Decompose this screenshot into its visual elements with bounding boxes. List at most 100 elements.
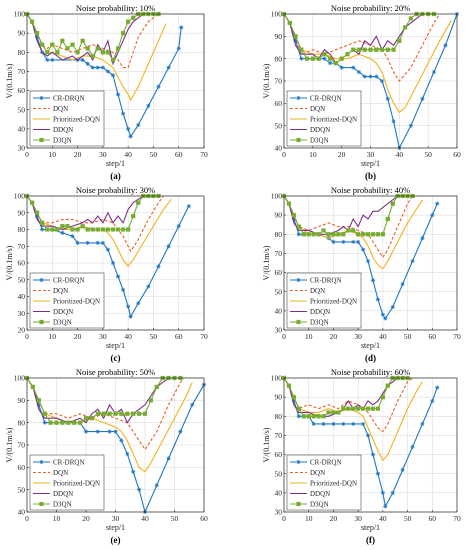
data-point-marker (119, 438, 124, 443)
series-line (26, 195, 159, 231)
data-point-marker (356, 232, 361, 237)
data-point-marker (351, 47, 356, 52)
chart-title: Noise probability: 20% (331, 3, 410, 13)
data-point-marker (83, 416, 89, 421)
data-point-marker (390, 304, 395, 310)
data-point-marker (360, 421, 366, 427)
data-point-marker (126, 227, 131, 232)
data-point-marker (60, 420, 65, 425)
y-tick-label: 50 (275, 469, 283, 478)
x-tick-label: 10 (309, 150, 317, 159)
data-point-marker (380, 312, 385, 317)
data-point-marker (136, 301, 141, 306)
legend: CR-DRQN DQN Prioritized-DQN DDQN D3QN (29, 90, 105, 147)
y-tick-label: 90 (18, 29, 26, 38)
data-point-marker (35, 34, 40, 40)
data-point-marker (85, 61, 90, 66)
data-point-marker (176, 224, 181, 229)
data-point-marker (435, 201, 440, 206)
data-point-marker (42, 420, 47, 425)
data-point-marker (131, 469, 136, 474)
data-point-marker (408, 123, 413, 128)
y-tick-label: 30 (18, 309, 26, 318)
data-point-marker (85, 46, 90, 51)
legend: CR-DRQN DQN Prioritized-DQN DDQN D3QN (286, 454, 362, 511)
series-ddqn (283, 13, 434, 64)
legend-label: DDQN (310, 126, 330, 134)
data-point-marker (435, 385, 440, 390)
data-point-marker (40, 227, 45, 232)
data-point-marker (310, 56, 315, 61)
chart-panel-a: 0 10 20 30 40 50 60 70 30 40 50 60 70 80 90 100 Noise pr… (5, 3, 208, 181)
data-point-marker (400, 467, 405, 472)
data-point-marker (351, 65, 356, 70)
panel-label: (b) (365, 171, 376, 181)
data-point-marker (331, 421, 336, 427)
x-tick-label: 40 (379, 332, 387, 341)
data-point-marker (156, 264, 161, 269)
y-tick-label: 80 (18, 418, 26, 427)
x-tick-label: 70 (200, 150, 208, 159)
legend-label: CR-DRQN (53, 95, 85, 103)
data-point-marker (311, 421, 316, 427)
legend-label: CR-DRQN (310, 277, 342, 285)
chart-panel-c: 0 10 20 30 40 50 60 70 20 30 40 50 60 70 80 90 100 Noise … (5, 185, 208, 363)
data-point-marker (40, 220, 45, 225)
x-tick-label: 70 (200, 332, 208, 341)
data-point-marker (351, 421, 356, 427)
data-point-marker (55, 227, 60, 232)
data-point-marker (166, 65, 171, 70)
y-tick-label: 60 (18, 259, 26, 268)
data-point-marker (113, 429, 118, 434)
data-point-marker (110, 73, 116, 78)
y-tick-label: 100 (271, 374, 283, 383)
legend-label: D3QN (53, 319, 72, 327)
data-point-marker (328, 56, 333, 61)
data-point-marker (420, 236, 425, 241)
data-point-marker (291, 213, 296, 218)
data-point-marker (341, 239, 346, 245)
y-tick-label: 60 (18, 86, 26, 95)
x-tick-label: 70 (453, 514, 461, 523)
data-point-marker (39, 277, 44, 283)
x-tick-label: 40 (379, 514, 387, 523)
y-tick-label: 70 (275, 249, 283, 258)
data-point-marker (356, 69, 362, 75)
panel-label: (f) (366, 535, 375, 545)
data-point-marker (115, 274, 121, 279)
data-point-marker (120, 31, 126, 36)
data-point-marker (89, 416, 94, 421)
x-axis-label: step/1 (106, 523, 125, 532)
data-point-marker (120, 111, 126, 116)
data-point-marker (304, 56, 310, 61)
data-point-marker (120, 287, 126, 292)
data-point-marker (95, 227, 100, 232)
data-point-marker (83, 429, 89, 434)
y-tick-label: 70 (275, 77, 283, 86)
x-tick-label: 10 (49, 332, 57, 341)
data-point-marker (30, 384, 35, 390)
legend-label: DDQN (53, 126, 73, 134)
data-point-marker (35, 31, 40, 36)
legend-label: Prioritized-DQN (53, 480, 100, 488)
y-axis-label: V/(0.1m/s) (5, 245, 14, 280)
data-point-marker (336, 232, 341, 237)
series-ddqn (26, 377, 175, 424)
data-point-marker (90, 54, 95, 59)
data-point-marker (360, 406, 366, 411)
data-point-marker (321, 414, 326, 419)
data-point-marker (42, 411, 47, 416)
data-point-marker (365, 433, 371, 438)
chart-title: Noise probability: 10% (76, 3, 155, 13)
data-point-marker (77, 420, 83, 425)
x-tick-label: 40 (124, 150, 132, 159)
data-point-marker (296, 137, 301, 143)
data-point-marker (346, 228, 351, 233)
data-point-marker (443, 43, 448, 48)
data-point-marker (383, 504, 388, 509)
data-point-marker (70, 42, 75, 47)
data-point-marker (190, 402, 195, 407)
data-point-marker (322, 52, 327, 57)
data-point-marker (85, 227, 90, 232)
